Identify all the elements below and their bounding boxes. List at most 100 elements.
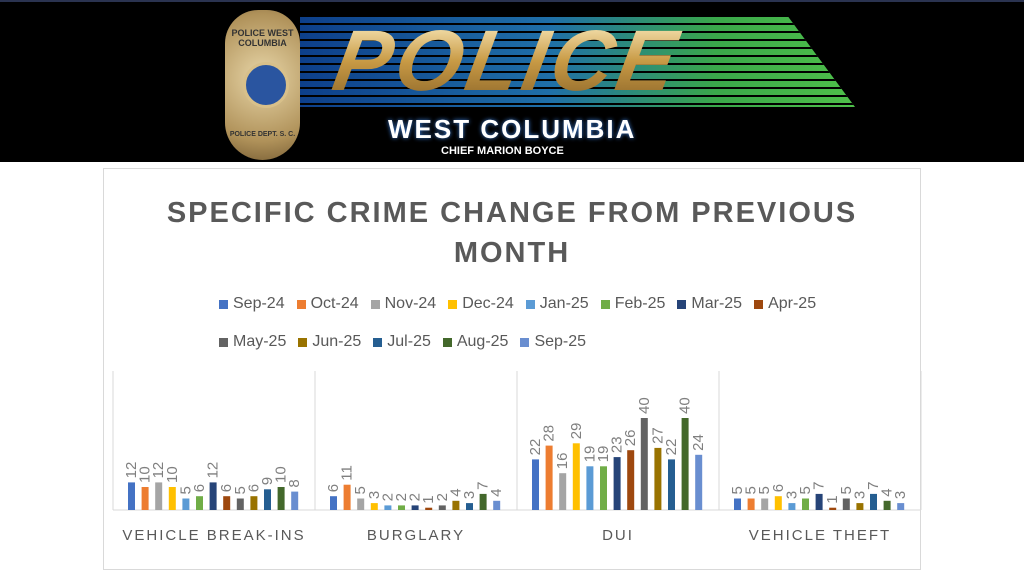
data-label: 5 (838, 486, 855, 494)
bar (141, 487, 149, 510)
bar (829, 507, 837, 510)
legend-item: Jun-25 (298, 333, 361, 351)
bar (155, 482, 163, 510)
legend-item: Mar-25 (677, 295, 742, 313)
data-label: 2 (407, 493, 424, 501)
legend-swatch (370, 299, 380, 309)
data-label: 40 (677, 397, 694, 414)
bar (209, 482, 217, 510)
data-label: 4 (879, 488, 896, 496)
bar (654, 447, 662, 510)
bar (788, 503, 796, 510)
data-label: 5 (352, 486, 369, 494)
data-label: 22 (663, 439, 680, 456)
chart-legend: Sep-24 Oct-24 Nov-24 Dec-24 Jan-25 Feb-25 Mar-… (219, 295, 839, 351)
data-label: 3 (851, 491, 868, 499)
legend-label: Mar-25 (691, 295, 743, 312)
bar (640, 418, 648, 510)
data-label: 5 (743, 486, 760, 494)
bar (196, 496, 203, 510)
bar (856, 503, 864, 510)
legend-label: Jan-25 (539, 295, 589, 312)
data-label: 7 (811, 482, 828, 490)
data-label: 23 (609, 436, 626, 453)
data-label: 4 (447, 488, 464, 496)
data-label: 5 (729, 486, 746, 494)
legend-item: Oct-24 (296, 295, 359, 313)
legend-swatch (296, 299, 306, 309)
legend-item: May-25 (219, 333, 286, 351)
bar (128, 482, 135, 510)
data-label: 6 (325, 484, 342, 492)
legend-item: Jul-25 (373, 333, 431, 351)
data-label: 3 (461, 491, 478, 499)
legend-label: Oct-24 (310, 295, 359, 312)
bar (398, 505, 405, 510)
data-label: 19 (595, 446, 612, 463)
chart-title: SPECIFIC CRIME CHANGE FROM PREVIOUS MONT… (166, 197, 858, 269)
bar (493, 500, 501, 510)
legend-label: Sep-24 (233, 295, 285, 312)
data-label: 3 (366, 491, 383, 499)
data-label: 1 (824, 495, 841, 503)
bar (182, 498, 190, 510)
data-label: 2 (379, 493, 396, 501)
bar (277, 487, 285, 510)
category-label: DUI (602, 527, 634, 544)
bar (452, 500, 460, 510)
bar (168, 487, 176, 510)
legend-label: Aug-25 (456, 333, 509, 350)
data-label: 5 (232, 486, 249, 494)
legend-swatch (373, 337, 383, 347)
bar (870, 493, 877, 510)
data-label: 5 (177, 486, 194, 494)
bar (681, 418, 689, 510)
bar (600, 466, 607, 510)
chart-plot: VEHICLE BREAK-INS1210121056126569108BURG… (112, 371, 922, 544)
legend-label: Nov-24 (384, 295, 437, 312)
legend-label: Apr-25 (768, 295, 817, 312)
data-label: 6 (245, 484, 262, 492)
badge-top-text: POLICE WEST COLUMBIA (231, 28, 294, 48)
police-badge-logo: POLICE WEST COLUMBIA POLICE DEPT. S. C. (225, 10, 300, 160)
category-label: BURGLARY (367, 527, 465, 544)
data-label: 12 (123, 462, 140, 479)
legend-item: Apr-25 (754, 295, 816, 313)
legend-swatch (520, 337, 530, 347)
data-label: 22 (527, 439, 544, 456)
legend-swatch (677, 299, 687, 309)
bar (586, 466, 594, 510)
bar (559, 473, 567, 510)
bar (466, 503, 473, 510)
bar (343, 484, 351, 510)
bar (668, 459, 675, 510)
bar (897, 503, 905, 510)
bar (479, 493, 487, 510)
bar (411, 505, 419, 510)
bar (545, 445, 553, 510)
bar (330, 496, 337, 510)
data-label: 11 (339, 465, 356, 481)
bar (747, 498, 755, 510)
bar (627, 450, 635, 510)
badge-bottom-text: POLICE DEPT. S. C. (229, 131, 296, 138)
data-label: 29 (568, 423, 585, 440)
legend-item: Nov-24 (370, 295, 437, 313)
bar (384, 505, 392, 510)
chart-panel: SPECIFIC CRIME CHANGE FROM PREVIOUS MONT… (103, 168, 922, 570)
category-label: VEHICLE THEFT (749, 527, 891, 544)
bar (802, 498, 809, 510)
legend-item: Sep-24 (219, 295, 285, 313)
legend-label: Jul-25 (387, 333, 431, 350)
legend-label: Feb-25 (614, 295, 666, 312)
city-name: WEST COLUMBIA (388, 114, 637, 144)
bar (734, 498, 741, 510)
data-label: 3 (783, 491, 800, 499)
bar (532, 459, 539, 510)
legend-swatch (448, 299, 458, 309)
bar (883, 500, 891, 510)
legend-item: Jan-25 (525, 295, 589, 313)
data-label: 19 (581, 446, 598, 463)
bar (761, 498, 769, 510)
data-label: 5 (756, 486, 773, 494)
